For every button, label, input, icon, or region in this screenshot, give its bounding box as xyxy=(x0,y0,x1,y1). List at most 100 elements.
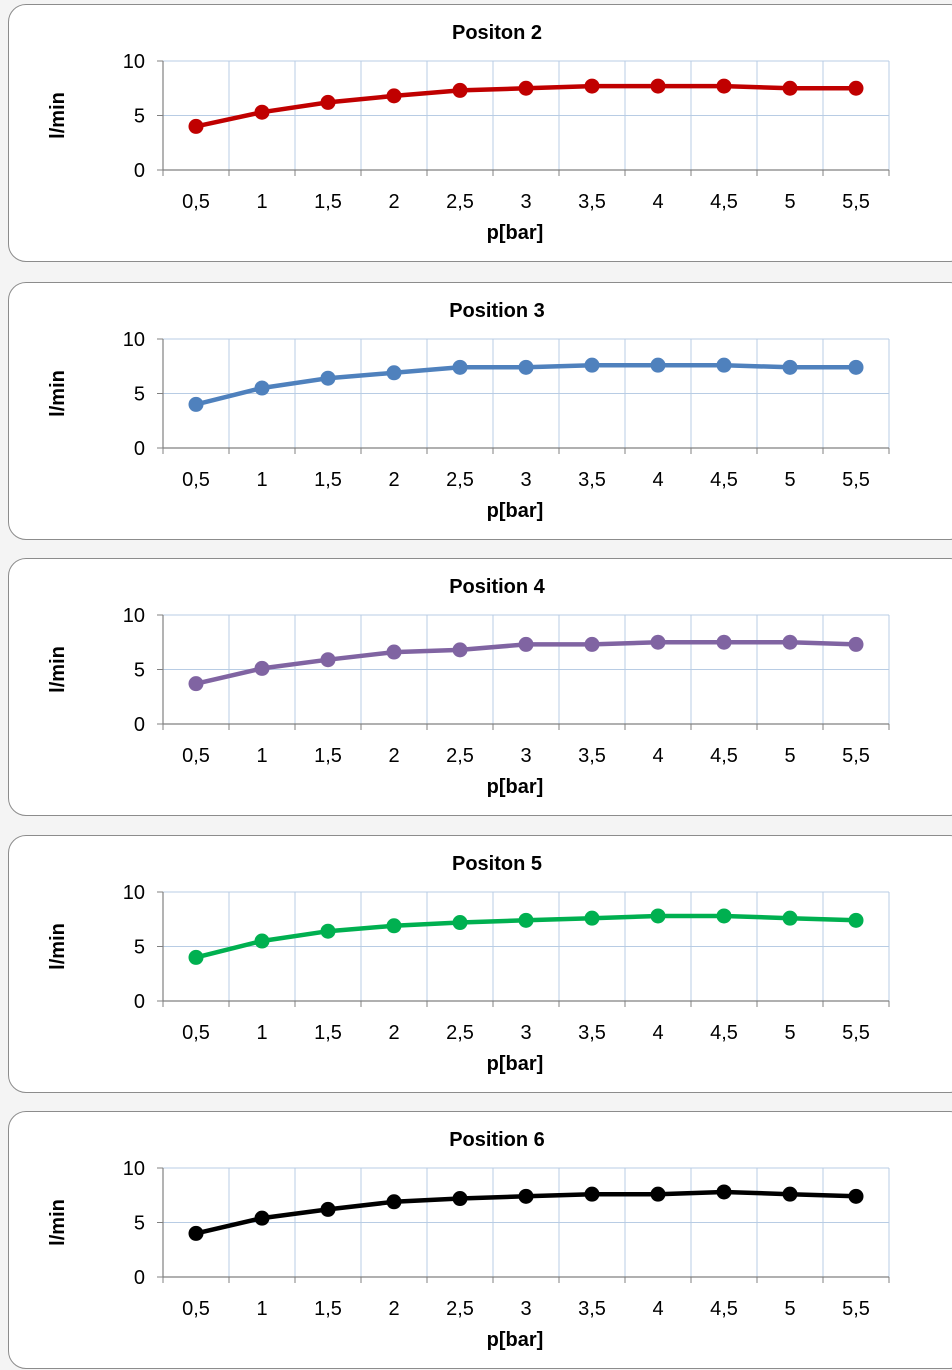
data-point xyxy=(452,1191,468,1207)
x-tick-label: 4,5 xyxy=(710,191,738,213)
x-tick-label: 2,5 xyxy=(446,469,474,491)
chart-panel: 0 5 10 0,5 1 1,5 2 2,5 3 3,5 4 4,5 5 5,5 Position 4 p[b… xyxy=(8,558,952,816)
data-point xyxy=(650,1186,666,1202)
x-tick-label: 2,5 xyxy=(446,1298,474,1320)
data-point xyxy=(452,642,468,658)
y-tick-label: 5 xyxy=(134,106,145,128)
x-tick-label: 5 xyxy=(784,745,795,767)
x-tick-label: 2 xyxy=(388,1298,399,1320)
y-axis-label: l/min xyxy=(47,923,69,970)
data-point xyxy=(848,80,864,96)
x-tick-label: 3 xyxy=(520,1298,531,1320)
data-point xyxy=(518,359,534,375)
x-tick-label: 5 xyxy=(784,1022,795,1044)
data-point xyxy=(716,78,732,94)
x-tick-label: 3 xyxy=(520,745,531,767)
data-point xyxy=(254,1210,270,1226)
data-point xyxy=(188,396,204,412)
x-tick-label: 0,5 xyxy=(182,745,210,767)
data-point xyxy=(386,365,402,381)
x-tick-label: 0,5 xyxy=(182,191,210,213)
y-tick-label: 5 xyxy=(134,660,145,682)
x-tick-label: 3 xyxy=(520,469,531,491)
data-point xyxy=(650,634,666,650)
chart-svg: 0 5 10 0,5 1 1,5 2 2,5 3 3,5 4 4,5 5 5,5 Positon 2 p[ba… xyxy=(47,22,890,244)
data-point xyxy=(584,910,600,926)
x-axis-label: p[bar] xyxy=(487,776,544,798)
data-point xyxy=(386,88,402,104)
data-point xyxy=(386,644,402,660)
y-tick-label: 10 xyxy=(123,882,145,904)
data-point xyxy=(716,357,732,373)
x-tick-label: 0,5 xyxy=(182,469,210,491)
data-point xyxy=(386,1194,402,1210)
data-point xyxy=(584,78,600,94)
y-tick-label: 10 xyxy=(123,605,145,627)
data-point xyxy=(188,118,204,134)
x-tick-label: 1,5 xyxy=(314,191,342,213)
chart-svg: 0 5 10 0,5 1 1,5 2 2,5 3 3,5 4 4,5 5 5,5 Position 6 p[b… xyxy=(47,1129,890,1351)
x-axis-label: p[bar] xyxy=(487,1329,544,1351)
x-tick-label: 5,5 xyxy=(842,1298,870,1320)
x-tick-label: 1 xyxy=(256,745,267,767)
y-axis-label: l/min xyxy=(47,92,69,139)
data-point xyxy=(518,912,534,928)
x-tick-label: 0,5 xyxy=(182,1022,210,1044)
data-point xyxy=(518,636,534,652)
data-point xyxy=(650,357,666,373)
data-point xyxy=(716,1184,732,1200)
x-tick-label: 1 xyxy=(256,191,267,213)
data-point xyxy=(584,1186,600,1202)
x-tick-label: 3 xyxy=(520,191,531,213)
x-tick-label: 5,5 xyxy=(842,1022,870,1044)
data-point xyxy=(452,915,468,931)
x-tick-label: 2,5 xyxy=(446,191,474,213)
data-point xyxy=(848,359,864,375)
x-tick-label: 1,5 xyxy=(314,1298,342,1320)
data-point xyxy=(584,636,600,652)
data-point xyxy=(320,652,336,668)
x-tick-label: 3,5 xyxy=(578,1298,606,1320)
x-tick-label: 2 xyxy=(388,745,399,767)
chart-panel: 0 5 10 0,5 1 1,5 2 2,5 3 3,5 4 4,5 5 5,5 Positon 2 p[ba… xyxy=(8,4,952,262)
data-point xyxy=(518,80,534,96)
chart-panel: 0 5 10 0,5 1 1,5 2 2,5 3 3,5 4 4,5 5 5,5 Position 6 p[b… xyxy=(8,1111,952,1369)
y-axis-label: l/min xyxy=(47,370,69,417)
x-tick-label: 2,5 xyxy=(446,1022,474,1044)
y-tick-label: 5 xyxy=(134,937,145,959)
data-point xyxy=(782,634,798,650)
chart-panel: 0 5 10 0,5 1 1,5 2 2,5 3 3,5 4 4,5 5 5,5 Positon 5 p[ba… xyxy=(8,835,952,1093)
data-point xyxy=(848,912,864,928)
y-tick-label: 10 xyxy=(123,329,145,351)
chart-svg: 0 5 10 0,5 1 1,5 2 2,5 3 3,5 4 4,5 5 5,5 Positon 5 p[ba… xyxy=(47,853,890,1075)
x-tick-label: 5 xyxy=(784,469,795,491)
data-point xyxy=(452,82,468,98)
y-tick-label: 5 xyxy=(134,384,145,406)
chart-svg: 0 5 10 0,5 1 1,5 2 2,5 3 3,5 4 4,5 5 5,5 Position 3 p[b… xyxy=(47,300,890,522)
chart-panel: 0 5 10 0,5 1 1,5 2 2,5 3 3,5 4 4,5 5 5,5 Position 3 p[b… xyxy=(8,282,952,540)
data-point xyxy=(848,636,864,652)
y-tick-label: 0 xyxy=(134,991,145,1013)
x-tick-label: 1 xyxy=(256,1022,267,1044)
data-point xyxy=(320,923,336,939)
data-point xyxy=(320,1201,336,1217)
data-point xyxy=(782,80,798,96)
data-point xyxy=(518,1188,534,1204)
data-point xyxy=(782,359,798,375)
x-tick-label: 5 xyxy=(784,191,795,213)
y-tick-label: 10 xyxy=(123,1158,145,1180)
x-tick-label: 5 xyxy=(784,1298,795,1320)
data-point xyxy=(254,380,270,396)
x-tick-label: 3,5 xyxy=(578,1022,606,1044)
x-tick-label: 3,5 xyxy=(578,745,606,767)
x-tick-label: 4,5 xyxy=(710,745,738,767)
x-tick-label: 1,5 xyxy=(314,1022,342,1044)
x-tick-label: 2 xyxy=(388,1022,399,1044)
data-point xyxy=(452,359,468,375)
y-axis-label: l/min xyxy=(47,646,69,693)
x-tick-label: 1,5 xyxy=(314,745,342,767)
x-tick-label: 5,5 xyxy=(842,745,870,767)
y-tick-label: 0 xyxy=(134,438,145,460)
chart-title: Position 6 xyxy=(449,1129,545,1151)
